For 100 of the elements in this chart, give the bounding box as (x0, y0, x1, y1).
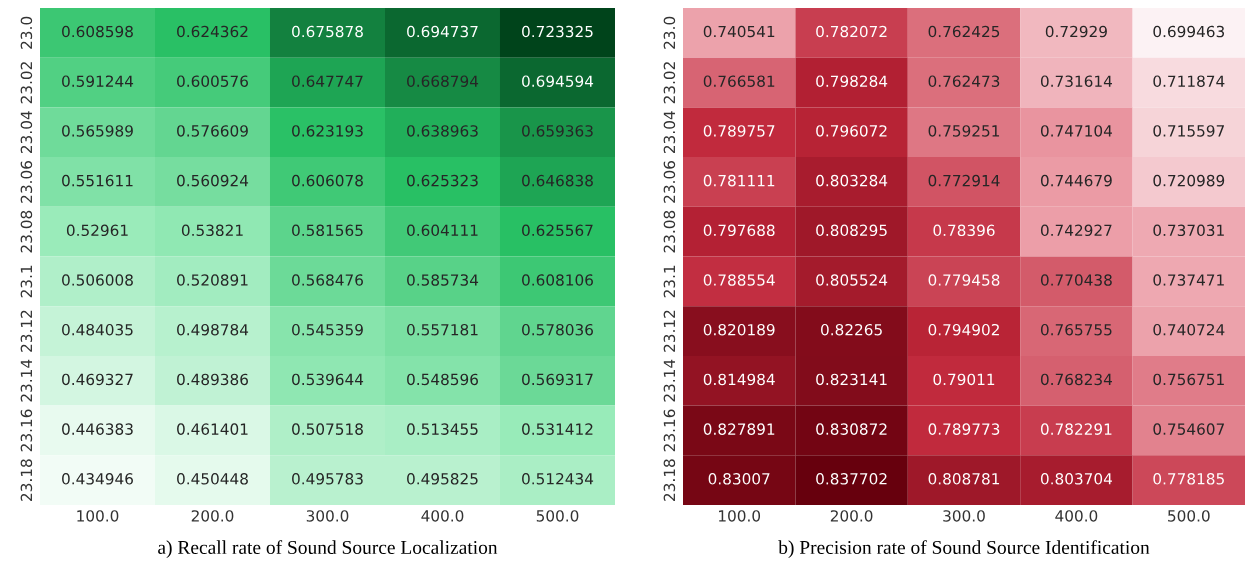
data-label: 0.495783 (292, 473, 363, 485)
data-label: 0.469327 (62, 373, 133, 386)
y-tick-label: 23.02 (663, 62, 676, 104)
data-label: 0.782072 (816, 25, 887, 38)
data-label: 0.604111 (407, 224, 478, 237)
y-tick-label: 23.14 (663, 359, 676, 402)
data-label: 0.638963 (407, 125, 478, 137)
y-tick-label: 23.12 (20, 310, 33, 352)
data-label: 0.820189 (703, 323, 775, 336)
data-label: 0.762473 (928, 75, 1000, 87)
data-label: 0.715597 (1153, 125, 1224, 137)
text: b) Precision rate of Sound Source Identification (778, 540, 1150, 558)
data-label: 0.539644 (292, 373, 364, 386)
x-tick-label: 200.0 (830, 510, 873, 522)
data-label: 0.782291 (1040, 423, 1112, 435)
data-label: 0.737031 (1153, 224, 1224, 237)
y-tick-label: 23.12 (663, 310, 676, 352)
x-tick-label: 100.0 (719, 510, 761, 522)
y-tick-label: 23.0 (663, 16, 676, 49)
data-label: 0.747104 (1040, 125, 1112, 137)
data-label: 0.754607 (1153, 423, 1224, 435)
data-label: 0.765755 (1040, 323, 1112, 336)
data-label: 0.737471 (1153, 274, 1224, 286)
data-label: 0.569317 (522, 373, 593, 386)
data-label: 0.512434 (522, 473, 594, 485)
data-label: 0.608598 (62, 25, 133, 38)
data-label: 0.837702 (816, 473, 887, 485)
y-tick-label: 23.08 (663, 210, 676, 253)
data-label: 0.781111 (703, 174, 775, 187)
data-label: 0.78396 (933, 224, 995, 237)
data-label: 0.779458 (928, 274, 1000, 286)
data-label: 0.808781 (928, 473, 1000, 485)
data-label: 0.560924 (177, 174, 249, 187)
data-label: 0.450448 (177, 473, 248, 485)
data-label: 0.545359 (292, 323, 363, 336)
data-label: 0.720989 (1153, 174, 1225, 187)
data-label: 0.788554 (703, 274, 775, 286)
x-tick-label: 300.0 (306, 510, 349, 522)
y-tick-label: 23.18 (663, 459, 676, 501)
data-label: 0.513455 (407, 423, 478, 435)
data-label: 0.498784 (177, 323, 249, 336)
x-tick-label: 300.0 (943, 510, 985, 522)
data-label: 0.647747 (292, 75, 363, 87)
y-tick-label: 23.02 (20, 62, 33, 104)
data-label: 0.694594 (522, 75, 594, 87)
data-label: 0.827891 (703, 423, 775, 435)
data-label: 0.659363 (522, 125, 593, 137)
data-label: 0.506008 (62, 274, 133, 286)
y-tick-label: 23.1 (20, 265, 33, 298)
data-label: 0.495825 (407, 473, 478, 485)
y-tick-label: 23.16 (20, 409, 33, 452)
y-tick-label: 23.04 (663, 111, 676, 153)
data-label: 0.796072 (816, 125, 887, 137)
data-label: 0.585734 (407, 274, 479, 286)
data-label: 0.434946 (62, 473, 133, 485)
data-label: 0.507518 (292, 423, 363, 435)
y-tick-label: 23.0 (20, 16, 33, 49)
data-label: 0.484035 (62, 323, 133, 336)
data-label: 0.797688 (703, 224, 775, 237)
y-tick-label: 23.08 (20, 210, 33, 253)
data-label: 0.789773 (928, 423, 1000, 435)
data-label: 0.770438 (1040, 274, 1112, 286)
data-label: 0.623193 (292, 125, 363, 137)
data-label: 0.551611 (62, 174, 133, 187)
data-label: 0.83007 (708, 473, 770, 485)
data-label: 0.756751 (1153, 373, 1224, 386)
data-label: 0.489386 (177, 373, 248, 386)
data-label: 0.744679 (1040, 174, 1112, 187)
data-label: 0.446383 (62, 423, 133, 435)
data-label: 0.808295 (816, 224, 887, 237)
data-label: 0.646838 (522, 174, 593, 187)
y-tick-label: 23.04 (20, 111, 33, 153)
data-label: 0.668794 (407, 75, 479, 87)
data-label: 0.772914 (928, 174, 1000, 187)
data-label: 0.624362 (177, 25, 248, 38)
y-tick-label: 23.06 (663, 161, 676, 203)
data-label: 0.803284 (816, 174, 888, 187)
x-tick-label: 400.0 (1055, 510, 1098, 522)
data-label: 0.805524 (816, 274, 888, 286)
data-label: 0.830872 (816, 423, 887, 435)
data-label: 0.565989 (62, 125, 133, 137)
x-tick-label: 500.0 (1168, 510, 1210, 522)
data-label: 0.694737 (407, 25, 478, 38)
data-label: 0.759251 (928, 125, 1000, 137)
data-label: 0.608106 (522, 274, 593, 286)
data-label: 0.711874 (1153, 75, 1225, 87)
data-label: 0.789757 (703, 125, 775, 137)
data-label: 0.520891 (177, 274, 248, 286)
data-label: 0.625323 (407, 174, 478, 187)
data-label: 0.578036 (522, 323, 593, 336)
data-label: 0.699463 (1153, 25, 1225, 38)
data-label: 0.531412 (522, 423, 593, 435)
data-label: 0.568476 (292, 274, 363, 286)
data-label: 0.740724 (1153, 323, 1225, 336)
y-tick-label: 23.06 (20, 161, 33, 203)
data-label: 0.814984 (703, 373, 775, 386)
text: a) Recall rate of Sound Source Localization (158, 540, 498, 558)
x-tick-label: 100.0 (77, 510, 119, 522)
data-label: 0.461401 (177, 423, 248, 435)
data-label: 0.581565 (292, 224, 363, 237)
